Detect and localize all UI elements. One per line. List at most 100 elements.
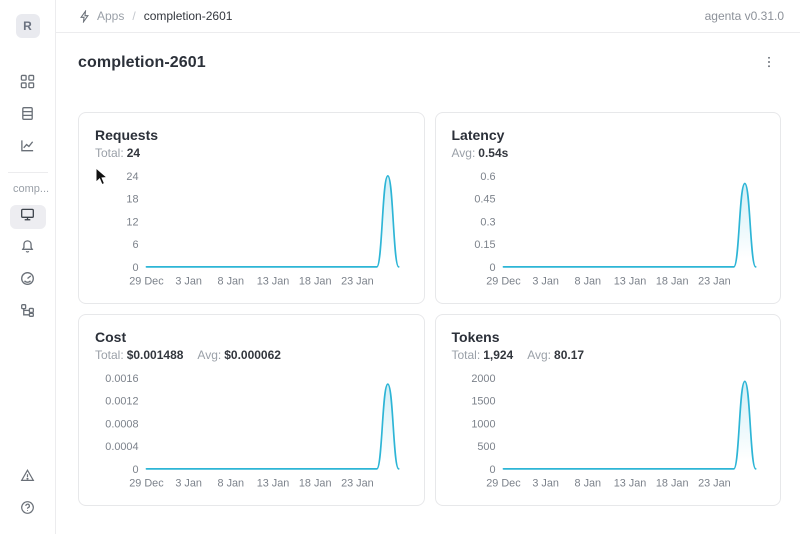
svg-text:0.0004: 0.0004 — [105, 441, 138, 453]
stat: Avg: 80.17 — [527, 348, 584, 362]
svg-text:0: 0 — [132, 262, 138, 274]
chart-stats-requests: Total: 24 — [95, 146, 408, 160]
chart-title-latency: Latency — [451, 127, 505, 143]
svg-text:1500: 1500 — [471, 396, 495, 408]
chart-title-tokens: Tokens — [451, 329, 500, 345]
sidebar-item-alerts[interactable] — [10, 466, 46, 490]
sidebar: R — [0, 0, 56, 534]
requests-card: Requests Total: 24 0 6 12 18 24 29 Dec 3 Jan 8 J… — [78, 112, 425, 304]
svg-text:23 Jan: 23 Jan — [698, 276, 731, 288]
requests-chart: 0 6 12 18 24 29 Dec 3 Jan 8 Jan 13 Jan 18 Jan 23 J… — [95, 166, 408, 295]
svg-text:0.6: 0.6 — [480, 171, 495, 183]
chart-stats-tokens: Total: 1,924 Avg: 80.17 — [452, 348, 765, 362]
tree-icon — [20, 303, 35, 323]
stat-label: Total: — [95, 146, 124, 160]
main-content: completion-2601 Requests Total: 24 0 6 12 18… — [56, 33, 800, 534]
version-label: agenta v0.31.0 — [704, 9, 784, 23]
latency-card: Latency Avg: 0.54s 0 0.15 0.3 0.45 0.6 29 Dec 3… — [434, 112, 781, 304]
svg-text:18 Jan: 18 Jan — [299, 276, 332, 288]
more-options-button[interactable] — [757, 51, 781, 75]
svg-text:13 Jan: 13 Jan — [613, 276, 646, 288]
svg-text:12: 12 — [126, 216, 138, 228]
svg-text:13 Jan: 13 Jan — [613, 478, 646, 490]
svg-text:3 Jan: 3 Jan — [175, 276, 202, 288]
stat-label: Avg: — [451, 146, 476, 160]
svg-text:0: 0 — [489, 262, 495, 274]
svg-text:13 Jan: 13 Jan — [257, 478, 290, 490]
chart-stats-latency: Avg: 0.54s — [452, 146, 765, 160]
monitor-icon — [20, 207, 35, 227]
latency-chart: 0 0.15 0.3 0.45 0.6 29 Dec 3 Jan 8 Jan 13 Jan 18 … — [452, 166, 765, 295]
svg-text:3 Jan: 3 Jan — [532, 478, 559, 490]
breadcrumb-separator: / — [132, 9, 136, 23]
stat-value: 0.54s — [478, 146, 509, 160]
workspace-avatar[interactable]: R — [15, 14, 40, 38]
sidebar-item-dashboard[interactable] — [10, 269, 46, 293]
stat-value: 80.17 — [554, 348, 585, 362]
svg-text:23 Jan: 23 Jan — [341, 478, 374, 490]
svg-text:0.15: 0.15 — [474, 239, 495, 251]
stat-value: $0.000062 — [224, 348, 281, 362]
stat: Total: 1,924 — [452, 348, 514, 362]
svg-text:6: 6 — [132, 239, 138, 251]
svg-text:8 Jan: 8 Jan — [218, 276, 245, 288]
svg-text:29 Dec: 29 Dec — [129, 478, 164, 490]
svg-text:23 Jan: 23 Jan — [698, 478, 731, 490]
svg-text:0.0008: 0.0008 — [105, 418, 138, 430]
breadcrumb: Apps / completion-2601 — [78, 9, 232, 23]
svg-text:0: 0 — [132, 464, 138, 476]
stat-label: Total: — [95, 348, 124, 362]
stat: Total: $0.001488 — [95, 348, 183, 362]
svg-text:29 Dec: 29 Dec — [129, 276, 164, 288]
svg-text:23 Jan: 23 Jan — [341, 276, 374, 288]
svg-text:8 Jan: 8 Jan — [218, 478, 245, 490]
svg-text:1000: 1000 — [471, 418, 495, 430]
svg-text:24: 24 — [126, 171, 138, 183]
sidebar-item-apps[interactable] — [10, 72, 46, 96]
sidebar-item-evaluations[interactable] — [10, 237, 46, 261]
sidebar-section-label: comp... — [13, 183, 50, 195]
chart-stats-cost: Total: $0.001488 Avg: $0.000062 — [95, 348, 408, 362]
table-icon — [20, 106, 35, 126]
breadcrumb-apps-link[interactable]: Apps — [97, 9, 125, 23]
stat-value: $0.001488 — [126, 348, 184, 362]
sidebar-item-observability[interactable] — [10, 136, 46, 160]
svg-text:0.0012: 0.0012 — [105, 396, 138, 408]
sidebar-item-traces[interactable] — [10, 301, 46, 325]
svg-text:18: 18 — [126, 194, 138, 206]
svg-text:500: 500 — [477, 441, 495, 453]
cost-card: Cost Total: $0.001488 Avg: $0.000062 0 0.000… — [78, 314, 425, 506]
kebab-icon — [762, 55, 776, 72]
chart-title-cost: Cost — [95, 329, 127, 345]
charts-grid: Requests Total: 24 0 6 12 18 24 29 Dec 3 Jan 8 J… — [78, 112, 781, 506]
warning-triangle-icon — [20, 468, 35, 488]
sidebar-item-help[interactable] — [10, 498, 46, 522]
sidebar-item-testsets[interactable] — [10, 104, 46, 128]
tokens-chart: 0 500 1000 1500 2000 29 Dec 3 Jan 8 Jan 13 Jan 18… — [452, 368, 765, 497]
svg-text:0.45: 0.45 — [474, 194, 495, 206]
svg-text:18 Jan: 18 Jan — [655, 276, 688, 288]
stat: Avg: 0.54s — [452, 146, 509, 160]
cost-chart: 0 0.0004 0.0008 0.0012 0.0016 29 Dec 3 Jan 8 Ja… — [95, 368, 408, 497]
svg-text:29 Dec: 29 Dec — [486, 478, 521, 490]
tokens-card: Tokens Total: 1,924 Avg: 80.17 0 500 1000 1500… — [434, 314, 781, 506]
stat-label: Avg: — [197, 348, 222, 362]
svg-text:0.3: 0.3 — [480, 216, 495, 228]
gauge-icon — [20, 271, 35, 291]
stat-label: Avg: — [527, 348, 552, 362]
lightning-icon — [78, 9, 91, 23]
help-icon — [20, 500, 35, 520]
svg-text:18 Jan: 18 Jan — [655, 478, 688, 490]
svg-text:3 Jan: 3 Jan — [532, 276, 559, 288]
svg-text:18 Jan: 18 Jan — [299, 478, 332, 490]
sidebar-item-playground[interactable] — [9, 205, 46, 229]
line-chart-icon — [20, 138, 35, 158]
svg-text:13 Jan: 13 Jan — [257, 276, 290, 288]
svg-text:29 Dec: 29 Dec — [486, 276, 521, 288]
stat-label: Total: — [451, 348, 481, 362]
svg-text:8 Jan: 8 Jan — [574, 478, 601, 490]
breadcrumb-current: completion-2601 — [143, 9, 233, 23]
topbar: Apps / completion-2601 agenta v0.31.0 — [56, 0, 800, 33]
stat: Total: 24 — [95, 146, 140, 160]
svg-text:8 Jan: 8 Jan — [574, 276, 601, 288]
